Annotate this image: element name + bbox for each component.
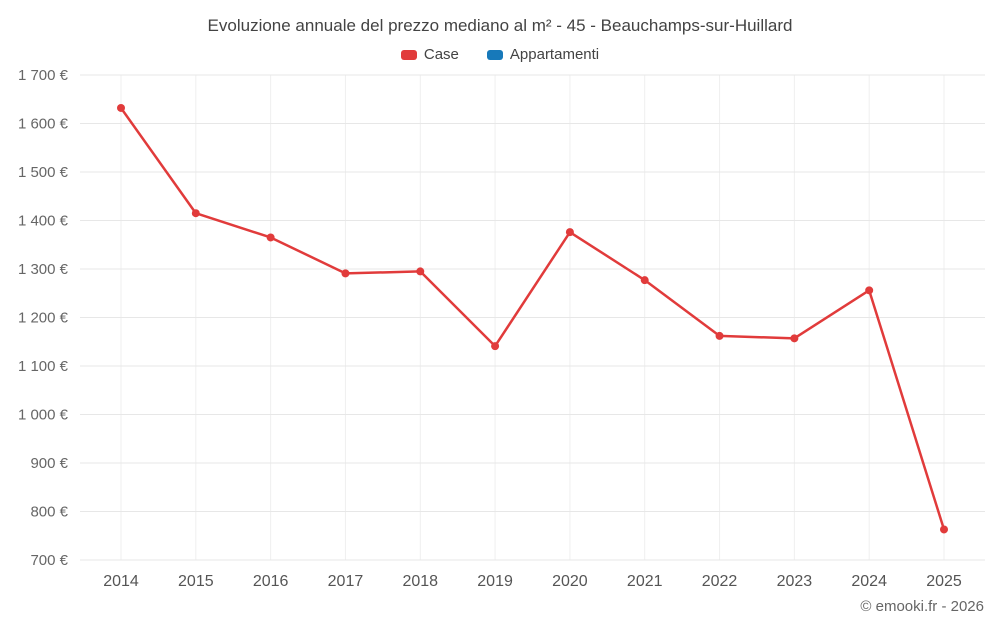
y-axis-label: 1 700 € [18,67,69,84]
x-axis-label-2020: 2020 [552,573,588,590]
x-axis-label-2016: 2016 [253,573,289,590]
x-axis-label-2025: 2025 [926,573,962,590]
y-axis-label: 1 400 € [18,213,69,230]
x-axis-label-2024: 2024 [851,573,887,590]
y-axis-label: 800 € [30,504,68,521]
y-axis-label: 1 000 € [18,407,69,424]
x-axis-label-2023: 2023 [777,573,813,590]
data-point-case-2015 [191,209,200,218]
legend-item-case[interactable]: Case [400,46,459,63]
x-axis-label-2019: 2019 [477,573,513,590]
data-point-case-2025 [940,525,948,534]
appartamenti-series-swatch-icon [486,49,503,60]
copyright-text: © emooki.fr - 2026 [860,598,984,615]
y-axis-label: 900 € [30,455,68,472]
data-point-case-2016 [266,233,275,242]
x-axis-label-2015: 2015 [178,573,214,590]
data-point-case-2023 [790,334,799,343]
data-point-case-2017 [341,269,350,278]
legend-label-case: Case [423,46,459,63]
chart-legend: Case Appartamenti [0,46,1000,63]
x-axis-label-2014: 2014 [103,573,139,590]
x-axis-label-2021: 2021 [627,573,663,590]
series-line-case [119,106,946,531]
y-axis-label: 700 € [30,552,68,569]
y-axis-label: 1 600 € [18,116,69,133]
y-axis-label: 1 200 € [18,310,69,327]
data-point-case-2024 [865,286,874,295]
data-point-case-2020 [565,228,574,237]
data-point-case-2014 [117,103,125,112]
chart-title: Evoluzione annuale del prezzo mediano al… [207,16,793,35]
case-series-swatch-icon [400,49,417,60]
x-axis-label-2018: 2018 [402,573,438,590]
data-point-case-2018 [416,267,425,276]
legend-item-appartamenti[interactable]: Appartamenti [486,46,600,63]
data-point-case-2019 [491,342,500,351]
y-axis-label: 1 500 € [18,164,69,181]
y-axis-label: 1 300 € [18,261,69,278]
legend-label-appartamenti: Appartamenti [509,46,600,63]
y-axis-label: 1 100 € [18,358,69,375]
data-point-case-2022 [715,331,724,340]
x-axis-label-2017: 2017 [328,573,364,590]
x-axis-label-2022: 2022 [702,573,738,590]
data-point-case-2021 [640,276,649,285]
